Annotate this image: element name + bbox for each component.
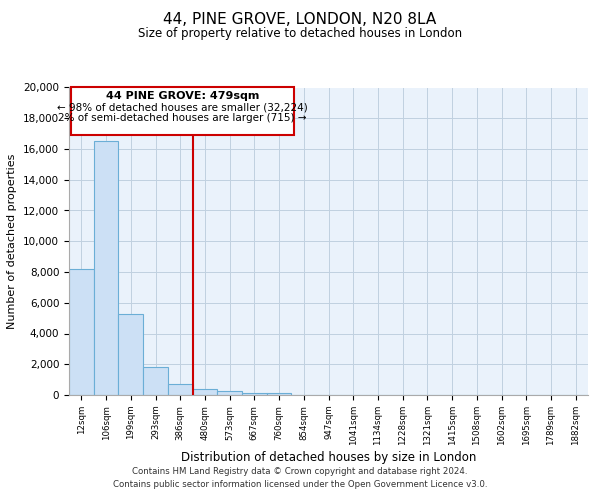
X-axis label: Distribution of detached houses by size in London: Distribution of detached houses by size … [181, 450, 476, 464]
Text: Size of property relative to detached houses in London: Size of property relative to detached ho… [138, 28, 462, 40]
Bar [217, 391, 242, 395]
Text: 44, PINE GROVE, LONDON, N20 8LA: 44, PINE GROVE, LONDON, N20 8LA [163, 12, 437, 28]
Bar [69, 269, 94, 395]
Text: 44 PINE GROVE: 479sqm: 44 PINE GROVE: 479sqm [106, 92, 259, 102]
Bar [168, 384, 193, 395]
Bar [267, 394, 292, 395]
Y-axis label: Number of detached properties: Number of detached properties [7, 154, 17, 329]
Text: 2% of semi-detached houses are larger (715) →: 2% of semi-detached houses are larger (7… [58, 113, 307, 123]
FancyBboxPatch shape [71, 88, 294, 135]
Text: ← 98% of detached houses are smaller (32,224): ← 98% of detached houses are smaller (32… [58, 102, 308, 112]
Bar [118, 314, 143, 395]
Bar [94, 142, 118, 395]
Text: Contains HM Land Registry data © Crown copyright and database right 2024.: Contains HM Land Registry data © Crown c… [132, 467, 468, 476]
Bar [242, 392, 267, 395]
Bar [143, 368, 168, 395]
Text: Contains public sector information licensed under the Open Government Licence v3: Contains public sector information licen… [113, 480, 487, 489]
Bar [193, 389, 217, 395]
